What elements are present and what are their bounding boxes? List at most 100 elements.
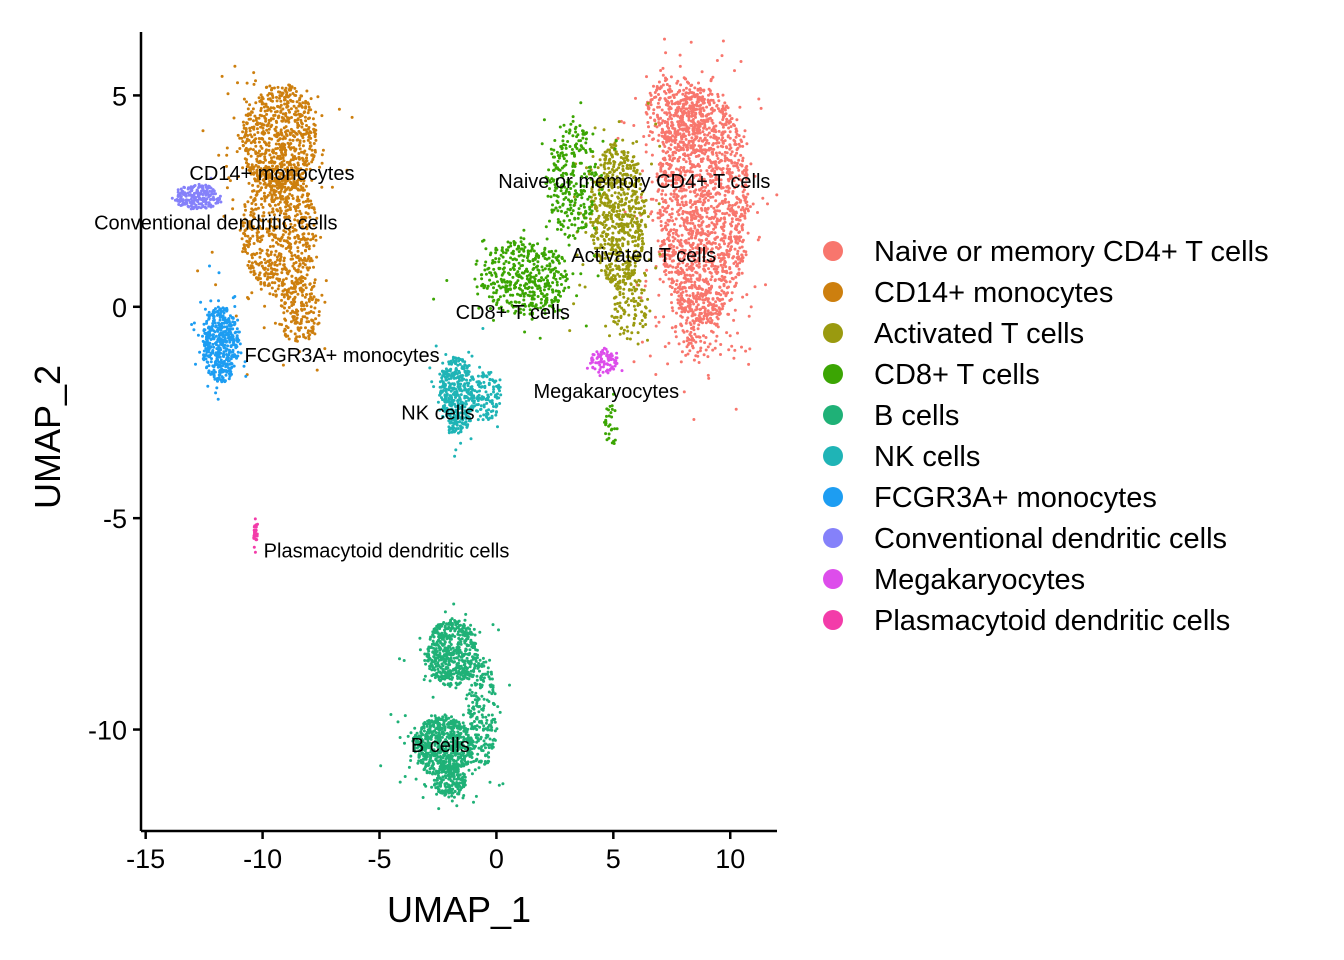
data-point bbox=[671, 93, 675, 97]
data-point bbox=[584, 324, 588, 328]
data-point bbox=[281, 107, 285, 111]
data-point bbox=[686, 300, 690, 303]
data-point bbox=[679, 170, 683, 174]
data-point bbox=[719, 293, 723, 297]
data-point bbox=[694, 205, 698, 209]
data-point bbox=[751, 202, 755, 206]
data-point bbox=[300, 105, 304, 109]
data-point bbox=[604, 273, 608, 277]
data-point bbox=[707, 217, 711, 221]
data-point bbox=[272, 86, 276, 90]
data-point bbox=[571, 134, 575, 138]
data-point bbox=[737, 174, 741, 178]
data-point bbox=[704, 245, 708, 249]
data-point bbox=[703, 292, 707, 296]
data-point bbox=[292, 267, 296, 270]
data-point bbox=[670, 199, 674, 203]
data-point bbox=[669, 254, 673, 258]
data-point bbox=[728, 249, 731, 253]
data-point bbox=[632, 360, 636, 364]
data-point bbox=[656, 239, 660, 243]
data-point bbox=[298, 202, 302, 206]
data-point bbox=[687, 237, 691, 241]
data-point bbox=[285, 309, 289, 313]
data-point bbox=[525, 277, 529, 281]
data-point bbox=[723, 242, 726, 246]
data-point bbox=[242, 243, 246, 247]
data-point bbox=[548, 219, 551, 223]
data-point bbox=[294, 110, 298, 114]
data-point bbox=[705, 105, 709, 109]
data-point bbox=[622, 153, 626, 157]
data-point bbox=[305, 293, 308, 296]
data-point bbox=[626, 151, 630, 154]
data-point bbox=[668, 284, 672, 288]
data-point bbox=[697, 262, 701, 266]
data-point bbox=[621, 138, 625, 142]
data-point bbox=[246, 200, 250, 204]
data-point bbox=[294, 131, 298, 135]
data-point bbox=[673, 222, 676, 226]
data-point bbox=[711, 167, 715, 171]
data-point bbox=[270, 86, 274, 90]
data-point bbox=[273, 198, 276, 202]
data-point bbox=[494, 246, 498, 250]
data-point bbox=[700, 70, 704, 74]
data-point bbox=[592, 235, 596, 238]
data-point bbox=[720, 173, 724, 176]
data-point bbox=[549, 195, 553, 199]
data-point bbox=[692, 108, 696, 111]
data-point bbox=[712, 187, 716, 191]
data-point bbox=[615, 315, 619, 319]
data-point bbox=[284, 119, 288, 123]
data-point bbox=[508, 283, 512, 287]
data-point bbox=[687, 118, 691, 122]
data-point bbox=[262, 191, 266, 195]
data-point bbox=[265, 85, 269, 89]
data-point bbox=[282, 147, 286, 151]
data-point bbox=[602, 211, 606, 214]
data-point bbox=[622, 328, 626, 332]
data-point bbox=[728, 136, 732, 140]
data-point bbox=[278, 262, 282, 266]
data-point bbox=[643, 284, 647, 288]
data-point bbox=[526, 293, 530, 297]
data-point bbox=[714, 311, 718, 315]
data-point bbox=[613, 274, 617, 278]
data-point bbox=[244, 208, 247, 212]
data-point bbox=[711, 305, 715, 309]
data-point bbox=[721, 212, 725, 215]
data-point bbox=[650, 153, 654, 157]
data-point bbox=[277, 202, 280, 206]
data-point bbox=[660, 127, 664, 131]
data-point bbox=[501, 285, 505, 289]
data-point bbox=[246, 296, 249, 299]
data-point bbox=[287, 143, 291, 147]
data-point bbox=[308, 333, 312, 337]
data-point bbox=[744, 183, 747, 187]
data-point bbox=[613, 226, 617, 230]
data-point bbox=[606, 213, 610, 217]
data-point bbox=[246, 114, 250, 118]
data-point bbox=[710, 275, 714, 279]
data-point bbox=[274, 119, 278, 123]
data-point bbox=[241, 120, 245, 124]
data-point bbox=[543, 267, 547, 271]
data-point bbox=[280, 116, 284, 119]
data-point bbox=[286, 272, 290, 276]
data-point bbox=[649, 103, 653, 107]
data-point bbox=[716, 325, 720, 329]
data-point bbox=[654, 324, 658, 328]
data-point bbox=[679, 206, 683, 210]
data-point bbox=[738, 246, 742, 250]
data-point bbox=[740, 184, 744, 188]
data-point bbox=[267, 282, 271, 286]
data-point bbox=[618, 209, 622, 213]
data-point bbox=[657, 250, 661, 254]
data-point bbox=[309, 288, 313, 292]
data-point bbox=[659, 116, 663, 120]
data-point bbox=[637, 283, 641, 287]
data-point bbox=[591, 155, 595, 158]
data-point bbox=[584, 141, 588, 145]
data-point bbox=[301, 261, 305, 265]
